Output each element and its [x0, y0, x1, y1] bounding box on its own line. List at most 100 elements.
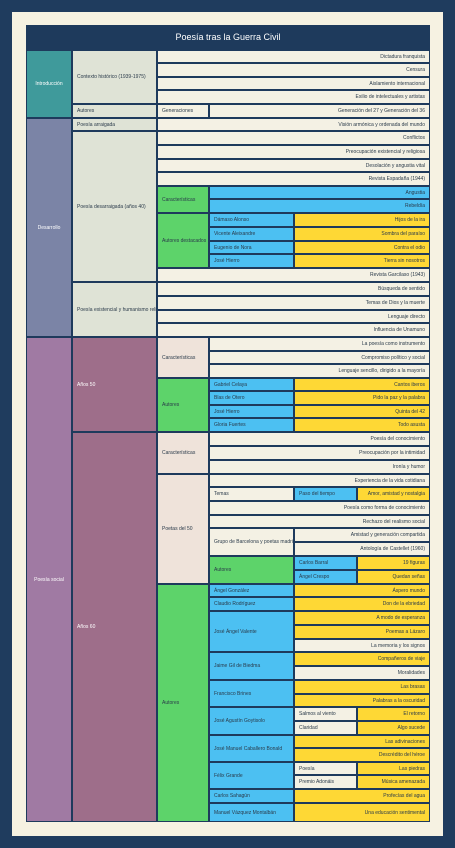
cell-blue: Paso del tiempo — [294, 487, 357, 501]
cell-dmauve: Años 50 — [72, 337, 157, 432]
cell-cream: Ironía y humor — [209, 460, 430, 474]
cell-blue: Jaime Gil de Biedma — [209, 652, 294, 680]
cell-blue: Gloria Fuertes — [209, 418, 294, 432]
cell-sage: Poesía arraigada — [72, 118, 157, 131]
cell-cream: La memoria y los signos — [294, 639, 430, 652]
cell-cream: Búsqueda de sentido — [157, 282, 430, 296]
cell-green: Características — [157, 186, 209, 213]
cell-cream: Preocupación por la intimidad — [209, 446, 430, 460]
cell-sage: Poesía desarraigada (años 40) — [72, 131, 157, 282]
cell-teal: Introducción — [26, 50, 72, 118]
cell-yellow: Descrédito del héroe — [294, 748, 430, 762]
cell-yellow: Contra el odio — [294, 241, 430, 254]
cell-blue: Angustia — [209, 186, 430, 199]
cell-blue: Carlos Barral — [294, 556, 357, 570]
cell-cream: Generaciones — [157, 104, 209, 118]
cell-blue: José Agustín Goytisolo — [209, 707, 294, 735]
title: Poesía tras la Guerra Civil — [26, 25, 430, 50]
cell-yellow: Todo asusta — [294, 418, 430, 432]
cell-yellow: Las adivinaciones — [294, 735, 430, 748]
cell-cream: Poesía del conocimiento — [209, 432, 430, 446]
cell-blue: Carlos Sahagún — [209, 789, 294, 803]
cell-steel: Desarrollo — [26, 118, 72, 337]
cell-beige: Poetas del 50 — [157, 474, 209, 584]
cell-yellow: Las brasas — [294, 680, 430, 694]
cell-yellow: Don de la ebriedad — [294, 597, 430, 611]
cell-cream: Generación del 27 y Generación del 36 — [209, 104, 430, 118]
cell-dmauve: Años 60 — [72, 432, 157, 822]
cell-yellow: Hijos de la ira — [294, 213, 430, 227]
cell-cream: Exilio de intelectuales y artistas — [157, 90, 430, 104]
cell-cream: Grupo de Barcelona y poetas madrileños — [209, 528, 294, 556]
cell-cream: Rechazo del realismo social — [209, 515, 430, 528]
cell-blue: Francisco Brines — [209, 680, 294, 707]
cell-yellow: Sombra del paraíso — [294, 227, 430, 241]
cell-yellow: Amor, amistad y nostalgia — [357, 487, 430, 501]
cell-blue: Rebeldía — [209, 199, 430, 213]
cell-green: Autores destacados — [157, 213, 209, 268]
cell-blue: José Hierro — [209, 405, 294, 418]
cell-blue: Ángel Crespo — [294, 570, 357, 584]
cell-mauve: Poesía social — [26, 337, 72, 822]
cell-blue: Ángel González — [209, 584, 294, 597]
cell-cream: Temas de Dios y la muerte — [157, 296, 430, 310]
cell-yellow: Música amenazada — [357, 775, 430, 789]
cell-beige: Características — [157, 432, 209, 474]
cell-cream: Poesía como forma de conocimiento — [209, 501, 430, 515]
cell-blue: Dámaso Alonso — [209, 213, 294, 227]
cell-cream: Temas — [209, 487, 294, 501]
cell-yellow: Poemas a Lázaro — [294, 625, 430, 639]
cell-beige: Características — [157, 337, 209, 378]
cell-cream: Influencia de Unamuno — [157, 323, 430, 337]
cell-green: Autores — [157, 584, 209, 822]
cell-yellow: Las piedras — [357, 762, 430, 775]
cell-yellow: Pido la paz y la palabra — [294, 391, 430, 405]
cell-blue: José Hierro — [209, 254, 294, 268]
cell-yellow: A modo de esperanza — [294, 611, 430, 625]
cell-blue: Claudio Rodríguez — [209, 597, 294, 611]
cell-green: Autores — [209, 556, 294, 584]
cell-yellow: Compañeros de viaje — [294, 652, 430, 666]
cell-yellow: Profecías del agua — [294, 789, 430, 803]
cell-cream: Conflictos — [157, 131, 430, 145]
cell-cream: Lenguaje directo — [157, 310, 430, 323]
cell-blue: José Ángel Valente — [209, 611, 294, 652]
cell-sage: Autores — [72, 104, 157, 118]
cell-cream: Aislamiento internacional — [157, 77, 430, 90]
cell-yellow: Algo sucede — [357, 721, 430, 735]
cell-yellow: Cantos iberos — [294, 378, 430, 391]
cell-blue: José Manuel Caballero Bonald — [209, 735, 294, 762]
cell-yellow: Palabras a la oscuridad — [294, 694, 430, 707]
cell-cream: Preocupación existencial y religiosa — [157, 145, 430, 159]
cell-cream: Premio Adonáis — [294, 775, 357, 789]
cell-cream: Revista Garcilaso (1943) — [157, 268, 430, 282]
cell-sage: Contexto histórico (1939-1975) — [72, 50, 157, 104]
cell-cream: Compromiso político y social — [209, 351, 430, 364]
cell-cream: Lenguaje sencillo, dirigido a la mayoría — [209, 364, 430, 378]
cell-blue: Félix Grande — [209, 762, 294, 789]
cell-blue: Vicente Aleixandre — [209, 227, 294, 241]
cell-cream: Censura — [157, 63, 430, 77]
cell-yellow: Áspero mundo — [294, 584, 430, 597]
cell-yellow: Quinta del 42 — [294, 405, 430, 418]
cell-cream: Poesía — [294, 762, 357, 775]
cell-cream: Antología de Castellet (1960) — [294, 542, 430, 556]
cell-blue: Blas de Otero — [209, 391, 294, 405]
cell-cream: Salmos al viento — [294, 707, 357, 721]
cell-cream: Desolación y angustia vital — [157, 159, 430, 172]
cell-cream: Claridad — [294, 721, 357, 735]
cell-blue: Eugenio de Nora — [209, 241, 294, 254]
cell-sage: Poesía existencial y humanismo religioso — [72, 282, 157, 337]
cell-cream: Moralidades — [294, 666, 430, 680]
cell-cream: Visión armónica y ordenada del mundo — [157, 118, 430, 131]
cell-yellow: Quedan señas — [357, 570, 430, 584]
cell-cream: Revista Espadaña (1944) — [157, 172, 430, 186]
cell-cream: Amistad y generación compartida — [294, 528, 430, 542]
cell-cream: La poesía como instrumento — [209, 337, 430, 351]
cell-yellow: Una educación sentimental — [294, 803, 430, 822]
cell-green: Autores — [157, 378, 209, 432]
cell-cream: Experiencia de la vida cotidiana — [209, 474, 430, 487]
cell-yellow: Tierra sin nosotros — [294, 254, 430, 268]
cell-blue: Manuel Vázquez Montalbán — [209, 803, 294, 822]
